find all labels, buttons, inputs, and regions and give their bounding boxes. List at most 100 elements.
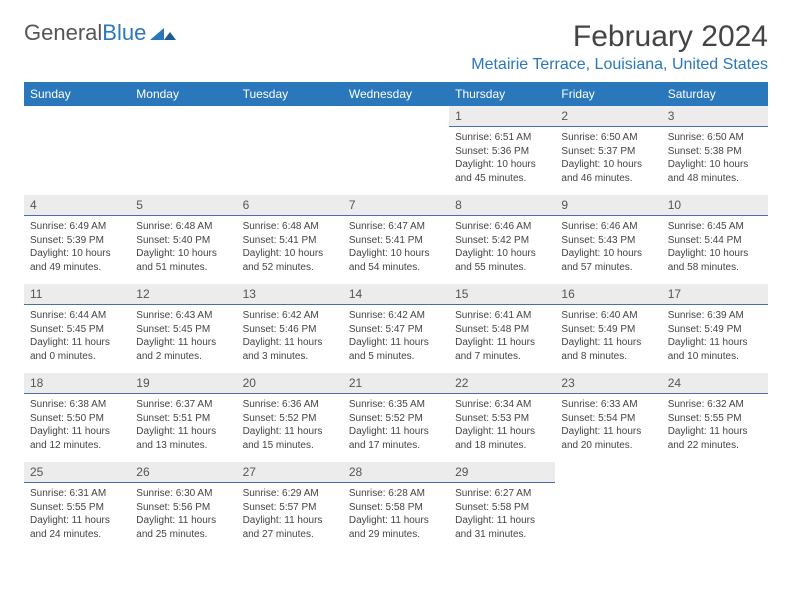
day-details: Sunrise: 6:40 AMSunset: 5:49 PMDaylight:… xyxy=(555,305,661,373)
daylight-text: Daylight: 11 hours and 3 minutes. xyxy=(243,336,337,363)
calendar-cell xyxy=(237,106,343,195)
day-details: Sunrise: 6:49 AMSunset: 5:39 PMDaylight:… xyxy=(24,216,130,284)
brand-part1: General xyxy=(24,20,102,46)
day-number: 13 xyxy=(237,284,343,305)
calendar-row: 18Sunrise: 6:38 AMSunset: 5:50 PMDayligh… xyxy=(24,373,768,462)
daylight-text: Daylight: 11 hours and 17 minutes. xyxy=(349,425,443,452)
calendar-row: 4Sunrise: 6:49 AMSunset: 5:39 PMDaylight… xyxy=(24,195,768,284)
calendar-cell xyxy=(343,106,449,195)
calendar-cell xyxy=(130,106,236,195)
day-number: 4 xyxy=(24,195,130,216)
calendar-cell: 19Sunrise: 6:37 AMSunset: 5:51 PMDayligh… xyxy=(130,373,236,462)
calendar-cell: 5Sunrise: 6:48 AMSunset: 5:40 PMDaylight… xyxy=(130,195,236,284)
calendar-cell: 9Sunrise: 6:46 AMSunset: 5:43 PMDaylight… xyxy=(555,195,661,284)
weekday-header: Friday xyxy=(555,82,661,106)
day-number: 23 xyxy=(555,373,661,394)
calendar-cell: 13Sunrise: 6:42 AMSunset: 5:46 PMDayligh… xyxy=(237,284,343,373)
day-number: 24 xyxy=(662,373,768,394)
daylight-text: Daylight: 10 hours and 57 minutes. xyxy=(561,247,655,274)
daylight-text: Daylight: 10 hours and 46 minutes. xyxy=(561,158,655,185)
sunrise-text: Sunrise: 6:46 AM xyxy=(561,220,655,234)
month-title: February 2024 xyxy=(471,20,768,54)
daylight-text: Daylight: 10 hours and 58 minutes. xyxy=(668,247,762,274)
sunset-text: Sunset: 5:50 PM xyxy=(30,412,124,426)
day-details: Sunrise: 6:47 AMSunset: 5:41 PMDaylight:… xyxy=(343,216,449,284)
sunrise-text: Sunrise: 6:50 AM xyxy=(561,131,655,145)
calendar-cell: 14Sunrise: 6:42 AMSunset: 5:47 PMDayligh… xyxy=(343,284,449,373)
calendar-cell xyxy=(662,462,768,551)
day-number: 20 xyxy=(237,373,343,394)
calendar-cell: 20Sunrise: 6:36 AMSunset: 5:52 PMDayligh… xyxy=(237,373,343,462)
day-details: Sunrise: 6:46 AMSunset: 5:43 PMDaylight:… xyxy=(555,216,661,284)
calendar-cell: 18Sunrise: 6:38 AMSunset: 5:50 PMDayligh… xyxy=(24,373,130,462)
sunrise-text: Sunrise: 6:37 AM xyxy=(136,398,230,412)
day-details: Sunrise: 6:27 AMSunset: 5:58 PMDaylight:… xyxy=(449,483,555,551)
daylight-text: Daylight: 10 hours and 55 minutes. xyxy=(455,247,549,274)
sunset-text: Sunset: 5:48 PM xyxy=(455,323,549,337)
calendar-cell: 17Sunrise: 6:39 AMSunset: 5:49 PMDayligh… xyxy=(662,284,768,373)
calendar-cell: 1Sunrise: 6:51 AMSunset: 5:36 PMDaylight… xyxy=(449,106,555,195)
sunrise-text: Sunrise: 6:39 AM xyxy=(668,309,762,323)
sunset-text: Sunset: 5:49 PM xyxy=(561,323,655,337)
day-number: 25 xyxy=(24,462,130,483)
sunset-text: Sunset: 5:36 PM xyxy=(455,145,549,159)
sunset-text: Sunset: 5:47 PM xyxy=(349,323,443,337)
day-details: Sunrise: 6:36 AMSunset: 5:52 PMDaylight:… xyxy=(237,394,343,462)
day-number: 6 xyxy=(237,195,343,216)
day-number: 2 xyxy=(555,106,661,127)
daylight-text: Daylight: 11 hours and 25 minutes. xyxy=(136,514,230,541)
calendar-body: 1Sunrise: 6:51 AMSunset: 5:36 PMDaylight… xyxy=(24,106,768,551)
sunset-text: Sunset: 5:41 PM xyxy=(243,234,337,248)
day-number: 21 xyxy=(343,373,449,394)
sunrise-text: Sunrise: 6:38 AM xyxy=(30,398,124,412)
day-number: 16 xyxy=(555,284,661,305)
sunset-text: Sunset: 5:45 PM xyxy=(136,323,230,337)
sunrise-text: Sunrise: 6:34 AM xyxy=(455,398,549,412)
weekday-header: Monday xyxy=(130,82,236,106)
day-details: Sunrise: 6:43 AMSunset: 5:45 PMDaylight:… xyxy=(130,305,236,373)
weekday-header: Tuesday xyxy=(237,82,343,106)
calendar-row: 1Sunrise: 6:51 AMSunset: 5:36 PMDaylight… xyxy=(24,106,768,195)
sunset-text: Sunset: 5:58 PM xyxy=(349,501,443,515)
sunset-text: Sunset: 5:57 PM xyxy=(243,501,337,515)
sunrise-text: Sunrise: 6:27 AM xyxy=(455,487,549,501)
calendar-cell: 6Sunrise: 6:48 AMSunset: 5:41 PMDaylight… xyxy=(237,195,343,284)
location-subtitle: Metairie Terrace, Louisiana, United Stat… xyxy=(471,56,768,74)
daylight-text: Daylight: 11 hours and 20 minutes. xyxy=(561,425,655,452)
calendar-cell: 25Sunrise: 6:31 AMSunset: 5:55 PMDayligh… xyxy=(24,462,130,551)
day-number: 22 xyxy=(449,373,555,394)
sunrise-text: Sunrise: 6:47 AM xyxy=(349,220,443,234)
day-details: Sunrise: 6:46 AMSunset: 5:42 PMDaylight:… xyxy=(449,216,555,284)
calendar-row: 25Sunrise: 6:31 AMSunset: 5:55 PMDayligh… xyxy=(24,462,768,551)
daylight-text: Daylight: 11 hours and 7 minutes. xyxy=(455,336,549,363)
daylight-text: Daylight: 11 hours and 24 minutes. xyxy=(30,514,124,541)
sunrise-text: Sunrise: 6:32 AM xyxy=(668,398,762,412)
brand-part2: Blue xyxy=(102,20,146,46)
day-details: Sunrise: 6:48 AMSunset: 5:41 PMDaylight:… xyxy=(237,216,343,284)
calendar-cell: 29Sunrise: 6:27 AMSunset: 5:58 PMDayligh… xyxy=(449,462,555,551)
day-details: Sunrise: 6:42 AMSunset: 5:47 PMDaylight:… xyxy=(343,305,449,373)
daylight-text: Daylight: 10 hours and 49 minutes. xyxy=(30,247,124,274)
calendar-header-row: SundayMondayTuesdayWednesdayThursdayFrid… xyxy=(24,82,768,106)
day-details: Sunrise: 6:34 AMSunset: 5:53 PMDaylight:… xyxy=(449,394,555,462)
sunset-text: Sunset: 5:53 PM xyxy=(455,412,549,426)
daylight-text: Daylight: 11 hours and 18 minutes. xyxy=(455,425,549,452)
sunset-text: Sunset: 5:39 PM xyxy=(30,234,124,248)
sunrise-text: Sunrise: 6:33 AM xyxy=(561,398,655,412)
sunset-text: Sunset: 5:58 PM xyxy=(455,501,549,515)
day-details: Sunrise: 6:50 AMSunset: 5:38 PMDaylight:… xyxy=(662,127,768,195)
day-number: 10 xyxy=(662,195,768,216)
day-details: Sunrise: 6:30 AMSunset: 5:56 PMDaylight:… xyxy=(130,483,236,551)
day-number: 15 xyxy=(449,284,555,305)
weekday-header: Wednesday xyxy=(343,82,449,106)
daylight-text: Daylight: 11 hours and 29 minutes. xyxy=(349,514,443,541)
day-details: Sunrise: 6:51 AMSunset: 5:36 PMDaylight:… xyxy=(449,127,555,195)
calendar-cell: 21Sunrise: 6:35 AMSunset: 5:52 PMDayligh… xyxy=(343,373,449,462)
sunset-text: Sunset: 5:37 PM xyxy=(561,145,655,159)
day-details: Sunrise: 6:35 AMSunset: 5:52 PMDaylight:… xyxy=(343,394,449,462)
day-details: Sunrise: 6:32 AMSunset: 5:55 PMDaylight:… xyxy=(662,394,768,462)
sunset-text: Sunset: 5:52 PM xyxy=(349,412,443,426)
calendar-cell: 3Sunrise: 6:50 AMSunset: 5:38 PMDaylight… xyxy=(662,106,768,195)
day-number: 29 xyxy=(449,462,555,483)
calendar-cell: 15Sunrise: 6:41 AMSunset: 5:48 PMDayligh… xyxy=(449,284,555,373)
